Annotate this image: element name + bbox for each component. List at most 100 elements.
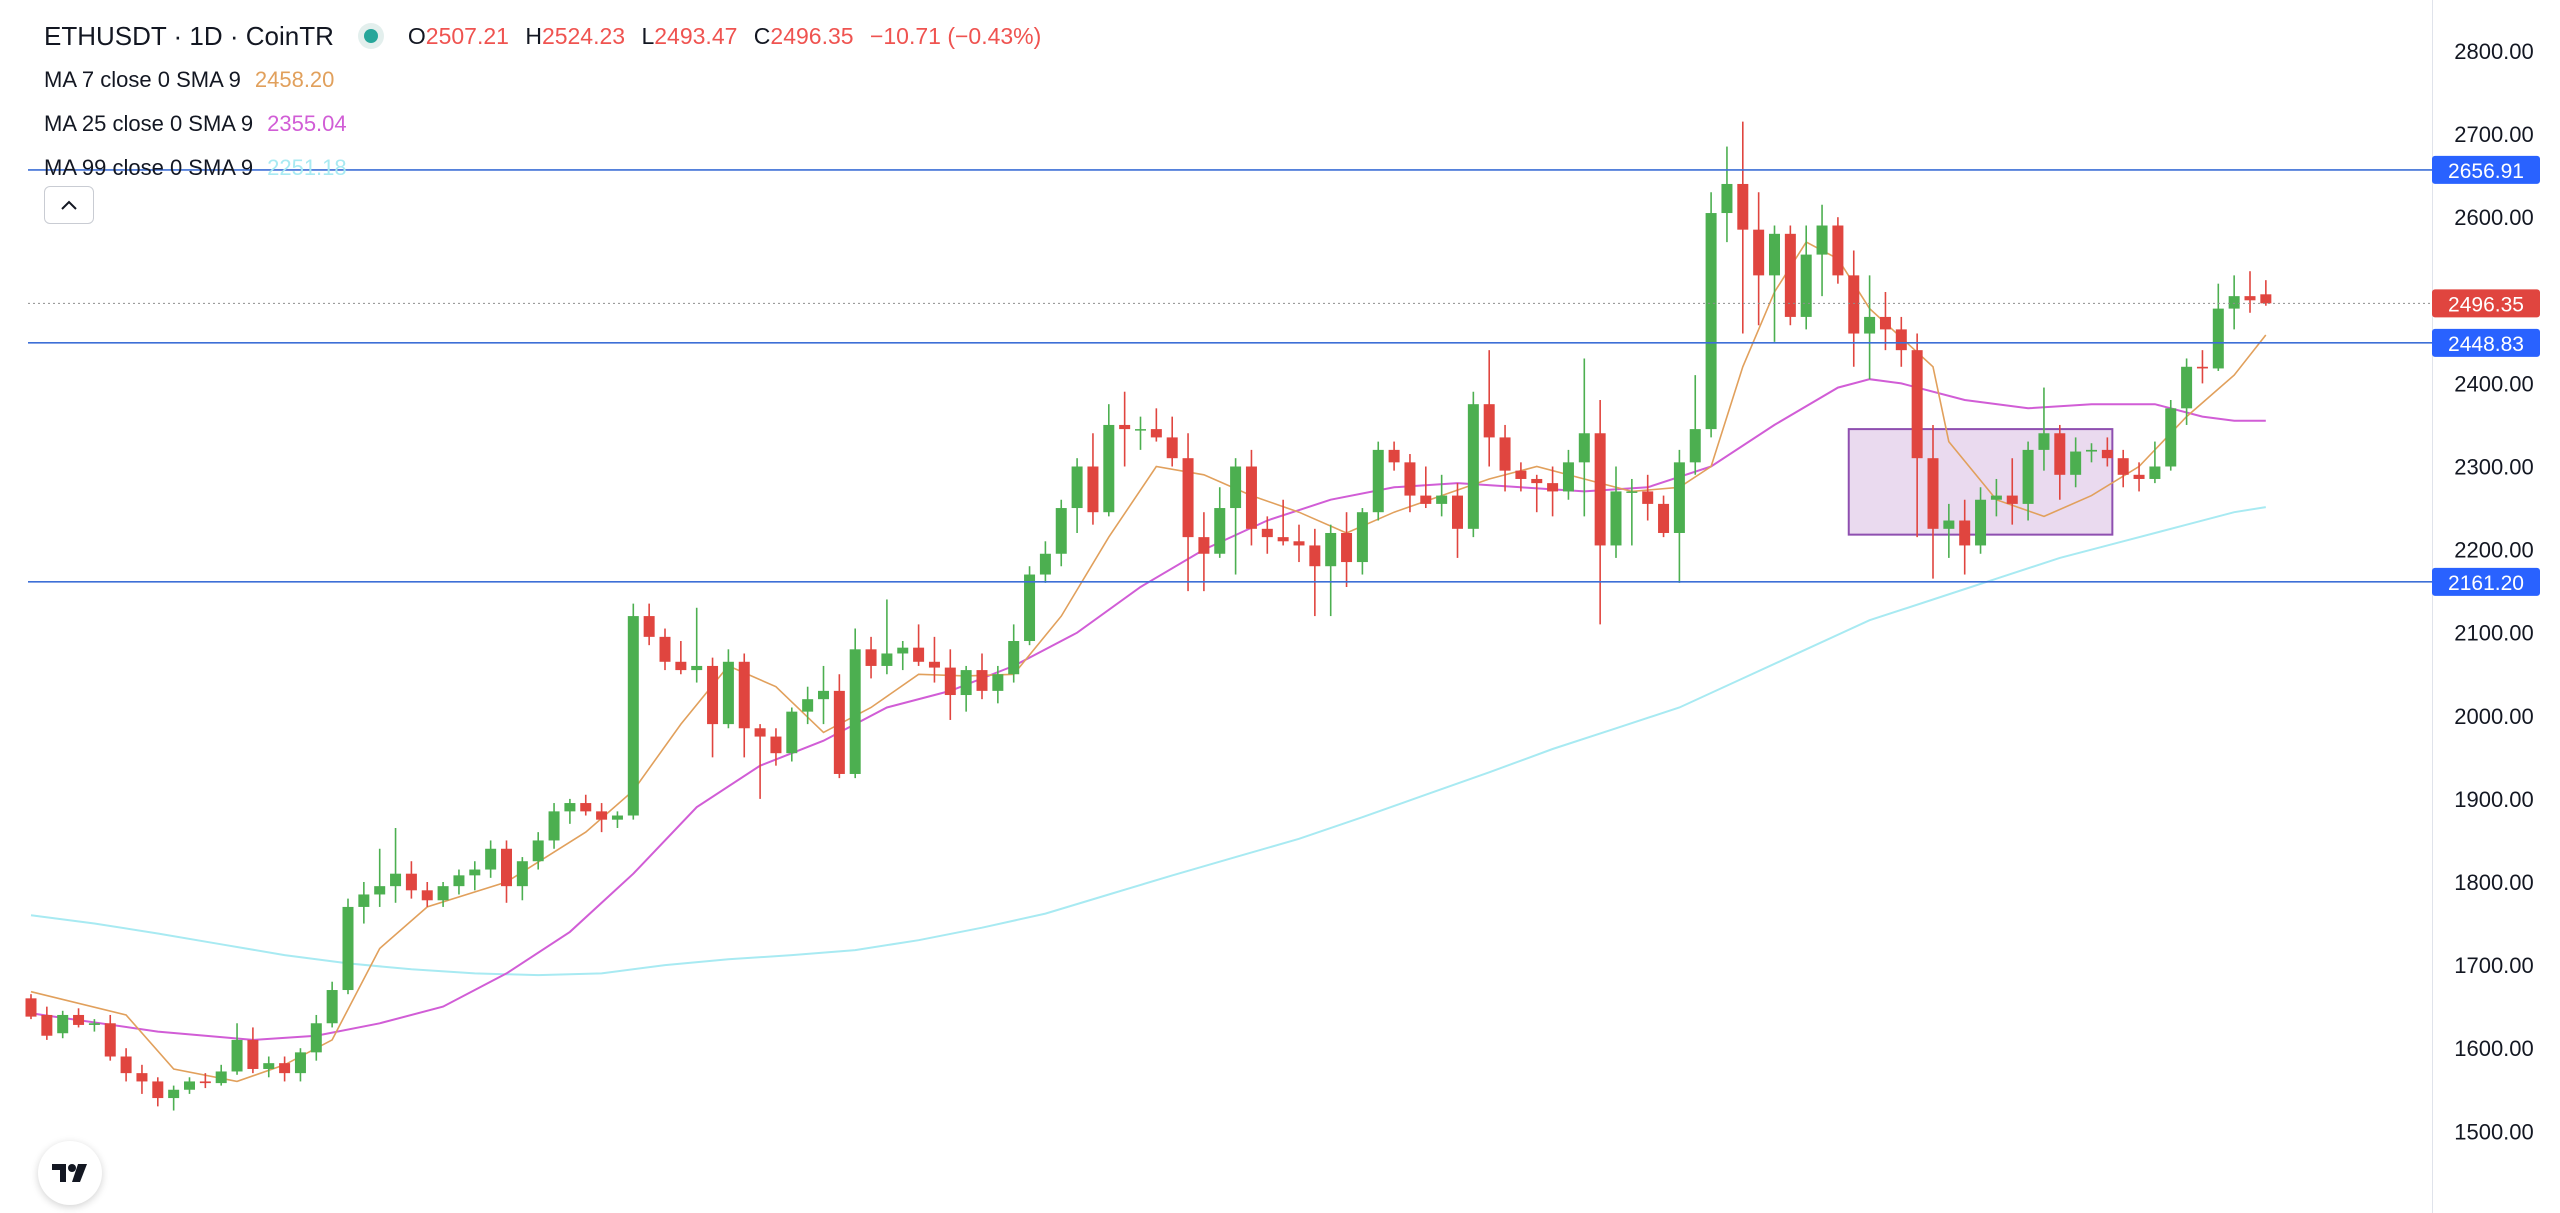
candle-body xyxy=(643,616,655,637)
candle-body xyxy=(1531,478,1543,484)
candle-body xyxy=(310,1023,322,1053)
candle-body xyxy=(659,636,671,662)
candle-body xyxy=(73,1014,85,1025)
high-value: 2524.23 xyxy=(541,22,626,49)
candle-body xyxy=(1483,404,1495,438)
candle-body xyxy=(564,803,576,812)
candle-body xyxy=(913,647,925,662)
candle-body xyxy=(1927,458,1939,529)
ma99-line xyxy=(30,506,2266,977)
candle-body xyxy=(1261,528,1273,538)
candle-body xyxy=(1562,462,1574,492)
candle-body xyxy=(25,998,37,1017)
candle-body xyxy=(231,1039,243,1072)
candle-body xyxy=(279,1063,291,1074)
indicator-ma7[interactable]: MA 7 close 0 SMA 9 2458.20 xyxy=(44,58,1051,102)
candle-body xyxy=(1990,495,2002,500)
candle-body xyxy=(596,811,608,820)
candle-body xyxy=(168,1089,180,1099)
candle-body xyxy=(1737,183,1749,230)
candle-body xyxy=(1642,491,1654,504)
y-tick-label: 1700.00 xyxy=(2454,953,2534,978)
candle-body xyxy=(2260,294,2272,304)
candle-body xyxy=(120,1056,132,1074)
indicator-ma99-value: 2251.18 xyxy=(267,155,347,180)
candle-body xyxy=(358,894,370,907)
indicator-ma25-label: MA 25 close 0 SMA 9 xyxy=(44,111,254,136)
candle-body xyxy=(611,815,623,820)
candle-body xyxy=(1515,470,1527,479)
candle-body xyxy=(2165,408,2177,467)
tradingview-logo[interactable] xyxy=(38,1141,102,1205)
candle-body xyxy=(215,1071,227,1084)
candle-body xyxy=(802,699,814,712)
candle-body xyxy=(770,736,782,754)
candle-body xyxy=(1467,404,1479,529)
low-value: 2493.47 xyxy=(654,22,738,49)
candle-body xyxy=(675,661,687,671)
y-tick-label: 2100.00 xyxy=(2454,621,2534,646)
candle-body xyxy=(247,1039,259,1069)
candle-body xyxy=(2196,366,2208,369)
candle-body xyxy=(627,616,639,816)
candle-body xyxy=(1499,437,1511,471)
candle-body xyxy=(1293,541,1305,546)
candle-body xyxy=(944,667,956,696)
y-tick-label: 1800.00 xyxy=(2454,870,2534,895)
candle-body xyxy=(1404,462,1416,496)
candle-body xyxy=(865,649,877,666)
price-label-bg xyxy=(2432,328,2540,357)
candle-body xyxy=(1135,429,1146,431)
chevron-up-icon xyxy=(61,200,77,210)
candle-body xyxy=(786,711,798,754)
candle-body xyxy=(199,1081,211,1084)
symbol-title[interactable]: ETHUSDT · 1D · CoinTR xyxy=(44,20,334,51)
indicator-ma7-label: MA 7 close 0 SMA 9 xyxy=(44,67,241,92)
open-label: O xyxy=(407,22,426,49)
candle-body xyxy=(849,649,861,774)
candle-body xyxy=(1626,491,1638,493)
candle-body xyxy=(1594,433,1606,546)
candle-body xyxy=(1959,520,1971,546)
y-tick-label: 1900.00 xyxy=(2454,787,2534,812)
indicator-ma99[interactable]: MA 99 close 0 SMA 9 2251.18 xyxy=(44,146,1051,190)
candle-body xyxy=(1721,183,1733,214)
candle-body xyxy=(2149,466,2161,479)
candle-body xyxy=(1658,503,1670,533)
y-tick-label: 2200.00 xyxy=(2454,538,2534,563)
candle-body xyxy=(1071,466,1083,509)
candle-body xyxy=(1245,466,1257,529)
y-tick-label: 2600.00 xyxy=(2454,205,2534,230)
candle-body xyxy=(57,1014,69,1034)
candle-body xyxy=(1214,508,1226,554)
candle-body xyxy=(1309,545,1321,567)
collapse-legend-button[interactable] xyxy=(44,186,94,224)
candle-body xyxy=(2054,433,2066,475)
high-label: H xyxy=(525,22,542,49)
price-label-bg xyxy=(2432,567,2540,596)
candle-body xyxy=(390,873,402,887)
candle-body xyxy=(1230,466,1242,509)
indicator-ma25[interactable]: MA 25 close 0 SMA 9 2355.04 xyxy=(44,102,1051,146)
candle-body xyxy=(1848,275,1860,334)
candle-body xyxy=(691,665,703,671)
symbol-row: ETHUSDT · 1D · CoinTR O2507.21 H2524.23 … xyxy=(44,14,1051,58)
candle-body xyxy=(2117,458,2129,475)
candle-body xyxy=(421,890,433,901)
candle-body xyxy=(580,803,592,812)
candle-body xyxy=(453,875,465,887)
candle-body xyxy=(1784,233,1796,317)
candle-body xyxy=(2086,449,2097,452)
y-tick-label: 2000.00 xyxy=(2454,704,2534,729)
candle-body xyxy=(754,728,766,737)
candle-body xyxy=(88,1023,100,1025)
candle-body xyxy=(104,1023,116,1057)
market-status-icon[interactable] xyxy=(363,29,378,43)
candle-body xyxy=(1325,532,1337,567)
candle-body xyxy=(1119,424,1131,430)
candle-body xyxy=(1864,316,1876,334)
price-label-bg xyxy=(2432,289,2540,318)
indicator-ma99-label: MA 99 close 0 SMA 9 xyxy=(44,155,254,180)
candle-body xyxy=(1943,520,1955,529)
